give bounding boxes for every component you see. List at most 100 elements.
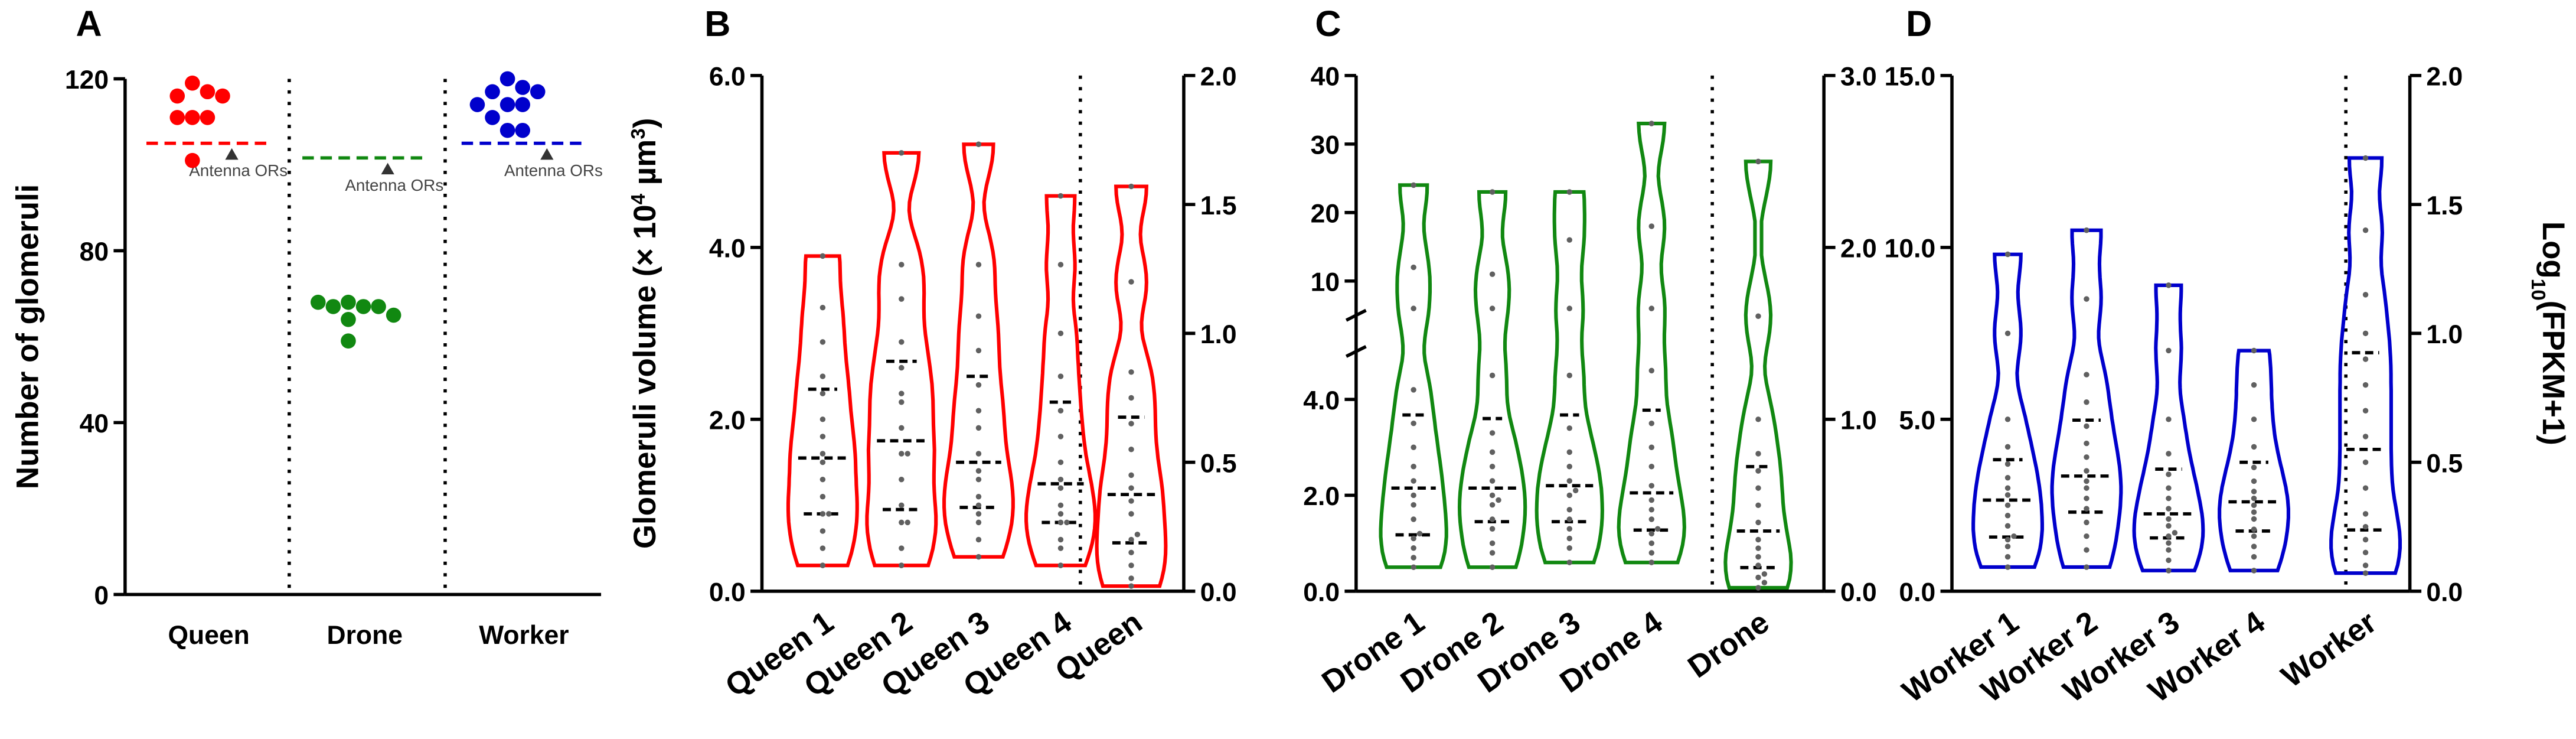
data-point [1411,564,1416,570]
dot [485,84,500,100]
y2-tick-label: 2.0 [1200,63,1237,92]
data-point [820,373,826,379]
data-point [1134,532,1141,538]
data-point [2166,347,2172,354]
data-point [1648,464,1654,470]
data-point [1128,472,1134,478]
y2-tick-label: 0.5 [1200,449,1237,478]
data-point [1411,492,1416,499]
data-point [820,511,826,517]
data-point [1566,189,1572,195]
data-point [1566,478,1572,484]
data-point [1489,189,1496,195]
data-point [1057,536,1064,543]
data-point [2172,530,2178,536]
data-point [2251,495,2257,502]
dot [311,294,326,310]
data-point [1761,571,1768,577]
data-point [2251,416,2257,422]
data-point [1411,478,1416,484]
data-point [820,390,826,396]
dot [371,299,386,314]
reference-label: Antenna ORs [345,176,443,194]
data-point [1057,262,1064,268]
data-point [1566,535,1572,542]
data-point [2004,564,2011,570]
y-label-part: 3 [627,128,649,139]
data-point [2004,523,2011,529]
data-point [2362,408,2369,414]
data-point [1128,575,1134,581]
data-point [1566,526,1572,532]
reference-label: Antenna ORs [504,161,603,180]
data-point [1648,121,1654,126]
data-point [899,476,905,483]
y2-tick-label: 0.0 [2426,578,2463,607]
data-point [1755,158,1761,165]
data-point [899,425,905,431]
dot [515,80,530,95]
data-point [2362,330,2369,337]
data-point [1128,395,1134,401]
data-point [1648,540,1654,546]
data-point [1755,416,1761,422]
data-point [1648,223,1654,229]
y2-tick-label: 0.0 [1200,578,1237,607]
data-point [1761,580,1768,585]
data-point [1648,420,1654,427]
data-point [820,545,826,551]
data-point [2166,557,2172,564]
data-point [1489,478,1496,484]
y2-tick-label: 1.0 [1200,320,1237,349]
y2-tick-label: 1.0 [2426,320,2463,349]
y-label-part: Glomeruli volume (× 10 [628,204,662,549]
violin [2218,349,2290,572]
violin [1535,190,1604,565]
data-point [1128,421,1134,427]
dot [515,97,530,112]
dot [325,299,341,314]
data-point [2084,399,2089,405]
x-tick-label: Worker [2275,604,2383,694]
y-label: Number of glomeruli [11,184,45,489]
data-point [2004,251,2011,258]
data-point [1648,305,1654,311]
data-point [1755,468,1761,474]
data-point [2251,554,2257,560]
y2-tick-label: 1.0 [1840,406,1877,435]
panel-letter: C [1315,4,1341,44]
data-point [1489,430,1496,436]
data-point [1755,554,1761,560]
data-point [1755,545,1761,551]
violin [786,254,859,568]
data-point [2251,543,2257,549]
data-point [2166,506,2172,512]
data-point [1566,305,1572,311]
data-point [975,468,982,474]
y2-tick-label: 2.0 [1840,235,1877,263]
data-point [1128,369,1134,375]
data-point [1489,372,1496,379]
data-point [899,399,905,405]
data-point [2362,155,2369,161]
x-tick-label: Drone [327,621,403,650]
y2-tick-label: 0.0 [1840,578,1877,607]
data-point [2084,440,2089,447]
axis-break [1345,345,1367,358]
data-point [1489,464,1496,470]
violin [865,151,938,568]
data-point [2166,540,2172,546]
y2-tick-label: 1.5 [2426,191,2463,220]
data-point [1755,502,1761,509]
data-point [1566,516,1572,522]
data-point [1057,502,1064,509]
data-point [899,519,905,526]
data-point [2166,495,2172,502]
y-tick-label: 120 [65,66,109,95]
reference-label: Antenna ORs [189,161,288,180]
data-point [2166,451,2172,457]
data-point [899,339,905,345]
data-point [820,253,826,259]
data-point [2251,509,2257,515]
